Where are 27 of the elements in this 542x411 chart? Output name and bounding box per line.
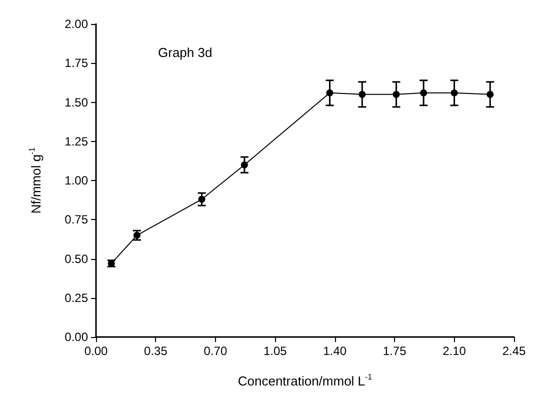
point <box>240 161 248 168</box>
y-tick-label: 0.00 <box>64 330 88 344</box>
y-tick-label: 1.00 <box>64 174 88 188</box>
y-tick-label: 0.50 <box>64 252 88 266</box>
point <box>358 90 366 98</box>
y-tick-label: 1.75 <box>64 56 88 70</box>
point <box>450 89 458 96</box>
point <box>198 196 206 203</box>
point <box>326 89 334 96</box>
x-tick-label: 1.40 <box>323 344 347 358</box>
x-tick-label: 1.05 <box>263 344 288 358</box>
x-tick-label: 2.10 <box>442 344 466 358</box>
y-axis-title: Nf/mmol g-1 <box>28 146 44 214</box>
annotation: Graph 3d <box>158 45 212 60</box>
y-tick-label: 1.25 <box>64 134 88 148</box>
x-tick-label: 2.45 <box>502 344 526 358</box>
point <box>420 89 428 96</box>
point <box>392 90 400 98</box>
x-tick-label: 0.00 <box>84 344 108 358</box>
y-tick-label: 0.75 <box>64 212 88 227</box>
y-tick-label: 0.25 <box>64 290 88 305</box>
y-tick-label: 2.00 <box>64 17 88 31</box>
y-tick-label: 1.50 <box>64 95 88 110</box>
point <box>486 90 494 98</box>
x-tick-label: 1.75 <box>382 344 407 358</box>
x-tick-label: 0.35 <box>144 344 168 358</box>
x-tick-label: 0.70 <box>204 344 228 358</box>
